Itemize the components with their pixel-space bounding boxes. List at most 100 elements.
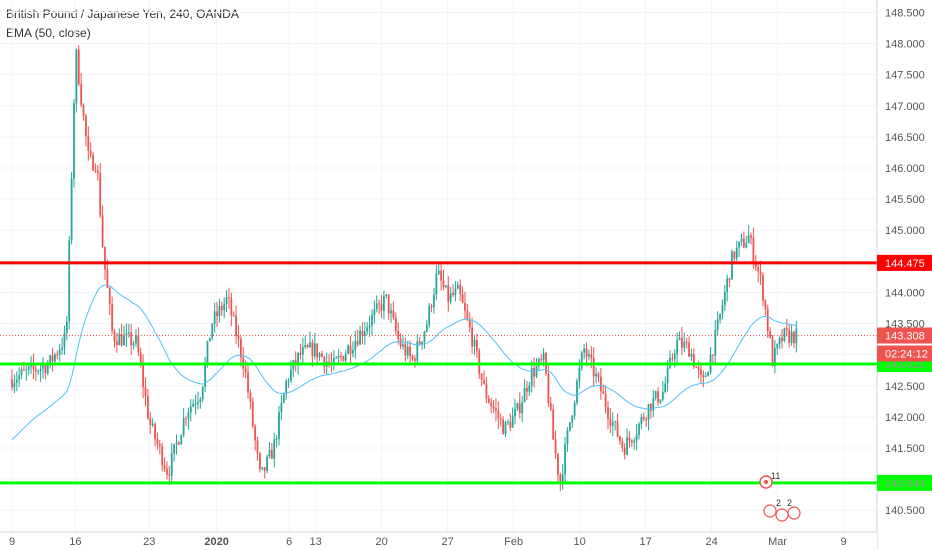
level-price-tag-label: 143.021 <box>885 359 925 371</box>
candle-body <box>168 474 171 476</box>
event-badges: 11 2 2 <box>759 471 801 522</box>
time-tick-label: 2020 <box>204 536 228 548</box>
candle-body <box>557 453 559 475</box>
candle-body <box>449 293 452 302</box>
candle-body <box>337 356 340 358</box>
time-tick-label: 10 <box>573 536 585 548</box>
candle-body <box>301 346 304 355</box>
time-tick-label: 20 <box>375 536 387 548</box>
candle-body <box>223 303 226 311</box>
candle-body <box>471 327 474 347</box>
candle-body <box>232 315 235 317</box>
candle-body <box>554 439 557 454</box>
candle-body <box>695 366 698 368</box>
candle-body <box>278 412 280 439</box>
candle-body <box>185 418 187 420</box>
candle-body <box>464 302 466 311</box>
candle-body <box>285 380 288 394</box>
candle-body <box>793 331 795 344</box>
candle-body <box>561 474 564 482</box>
candle-body <box>335 357 338 359</box>
candle-body <box>702 374 705 378</box>
candle-body <box>208 337 211 342</box>
candle-body <box>385 294 388 296</box>
candle-body <box>194 403 197 405</box>
candle-body <box>523 387 526 403</box>
candle-body <box>65 321 68 333</box>
time-tick-label: 24 <box>705 536 717 548</box>
candle-body <box>187 412 190 419</box>
time-tick-label: Feb <box>504 536 523 548</box>
candle-body <box>225 297 228 304</box>
candle-body <box>25 369 28 371</box>
candle-body <box>173 444 176 454</box>
candle-body <box>650 404 652 411</box>
candle-body <box>11 379 13 388</box>
candle-body <box>132 343 135 346</box>
candle-body <box>459 284 462 295</box>
candle-body <box>773 348 776 367</box>
price-tick-label: 145.500 <box>885 194 925 206</box>
candle-body <box>623 447 626 455</box>
candle-body <box>87 136 90 151</box>
candle-body <box>437 270 440 274</box>
candle-body <box>423 331 426 342</box>
candle-body <box>511 415 514 428</box>
candle-body <box>213 311 216 324</box>
price-tick-label: 148.000 <box>885 39 925 51</box>
candle-body <box>120 334 123 346</box>
candle-body <box>156 438 159 444</box>
candle-body <box>249 392 252 402</box>
candle-body <box>549 403 552 410</box>
candle-body <box>711 354 714 356</box>
candle-body <box>785 328 788 330</box>
time-tick-label: 23 <box>143 536 155 548</box>
candle-body <box>573 402 576 416</box>
candle-body <box>504 422 507 435</box>
candle-body <box>599 376 602 392</box>
candle-body <box>428 306 431 325</box>
candle-body <box>692 353 695 367</box>
event-badge-dot <box>764 480 768 484</box>
candle-body <box>547 373 550 404</box>
time-tick-label: 13 <box>309 536 321 548</box>
candle-body <box>728 278 731 280</box>
candle-body <box>166 468 168 475</box>
candle-body <box>416 341 419 361</box>
candle-body <box>726 278 729 292</box>
candle-body <box>542 352 545 361</box>
candle-body <box>89 150 92 155</box>
candle-body <box>299 353 302 355</box>
candle-body <box>647 404 650 420</box>
candle-body <box>316 343 319 358</box>
chart-grid <box>0 0 877 532</box>
candle-body <box>359 330 361 345</box>
candle-body <box>533 367 535 377</box>
candle-body <box>409 346 412 357</box>
candles <box>11 45 798 492</box>
candle-body <box>411 356 414 359</box>
candle-body <box>192 403 195 407</box>
candle-body <box>716 319 719 330</box>
candle-body <box>657 391 659 403</box>
candle-body <box>664 383 667 392</box>
candle-body <box>468 318 471 328</box>
candle-body <box>106 269 109 288</box>
candle-body <box>497 410 500 419</box>
candle-body <box>392 310 395 318</box>
candle-body <box>478 350 481 374</box>
candle-body <box>483 379 485 384</box>
candle-body <box>659 399 662 403</box>
candle-body <box>461 294 464 303</box>
candle-body <box>526 387 528 392</box>
candle-body <box>354 340 357 351</box>
candle-body <box>378 303 381 305</box>
candle-body <box>216 311 218 317</box>
candle-body <box>776 344 779 349</box>
candle-body <box>349 345 352 354</box>
candle-body <box>20 369 23 376</box>
price-tick-label: 148.500 <box>885 7 925 19</box>
price-tick-label: 144.000 <box>885 287 925 299</box>
candle-body <box>652 397 655 411</box>
